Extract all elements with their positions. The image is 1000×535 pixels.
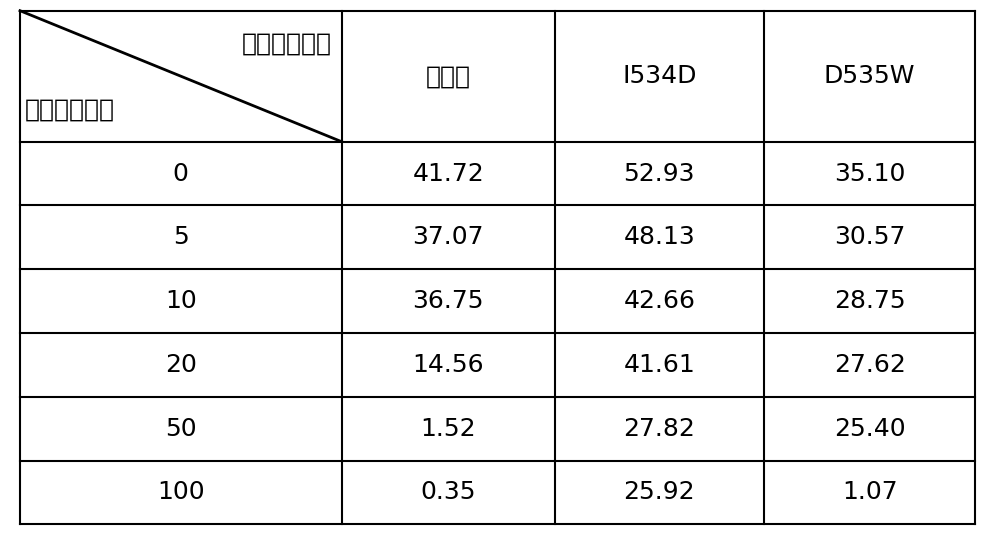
Text: 25.92: 25.92 [624, 480, 695, 505]
Text: 41.61: 41.61 [623, 353, 695, 377]
Text: 37.07: 37.07 [412, 225, 484, 249]
Text: 36.75: 36.75 [412, 289, 484, 313]
Text: 1.07: 1.07 [842, 480, 897, 505]
Text: 胍基丁胺浓度: 胍基丁胺浓度 [25, 97, 115, 121]
Text: 10: 10 [165, 289, 197, 313]
Text: 0.35: 0.35 [420, 480, 476, 505]
Text: 50: 50 [165, 417, 197, 441]
Text: 精氨酸脱羧酶: 精氨酸脱羧酶 [242, 31, 332, 55]
Text: 20: 20 [165, 353, 197, 377]
Text: I534D: I534D [622, 64, 697, 88]
Text: 1.52: 1.52 [420, 417, 476, 441]
Text: D535W: D535W [824, 64, 915, 88]
Text: 28.75: 28.75 [834, 289, 905, 313]
Text: 100: 100 [157, 480, 205, 505]
Text: 35.10: 35.10 [834, 162, 905, 186]
Text: 42.66: 42.66 [623, 289, 695, 313]
Text: 48.13: 48.13 [623, 225, 695, 249]
Text: 41.72: 41.72 [412, 162, 484, 186]
Text: 52.93: 52.93 [624, 162, 695, 186]
Text: 25.40: 25.40 [834, 417, 905, 441]
Text: 14.56: 14.56 [412, 353, 484, 377]
Text: 30.57: 30.57 [834, 225, 905, 249]
Text: 野生型: 野生型 [426, 64, 471, 88]
Text: 27.62: 27.62 [834, 353, 906, 377]
Text: 0: 0 [173, 162, 189, 186]
Text: 27.82: 27.82 [623, 417, 695, 441]
Text: 5: 5 [173, 225, 189, 249]
